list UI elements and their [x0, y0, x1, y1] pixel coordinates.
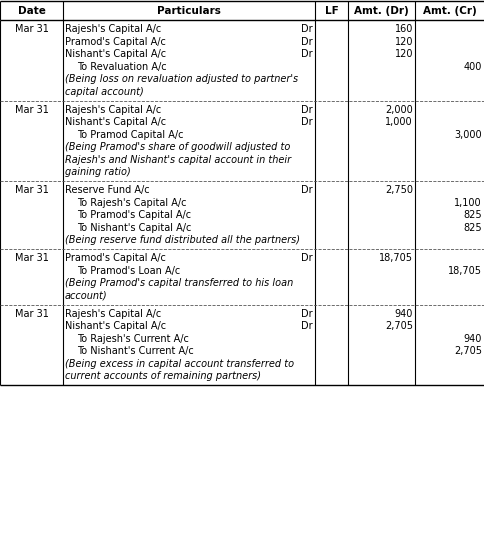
Text: LF: LF: [324, 5, 338, 16]
Text: Mar 31: Mar 31: [15, 309, 48, 319]
Text: (Being loss on revaluation adjusted to partner's: (Being loss on revaluation adjusted to p…: [65, 74, 298, 84]
Text: (Being Pramod's capital transferred to his loan: (Being Pramod's capital transferred to h…: [65, 278, 293, 288]
Text: (Being Pramod's share of goodwill adjusted to: (Being Pramod's share of goodwill adjust…: [65, 142, 290, 152]
Text: To Revaluation A/c: To Revaluation A/c: [77, 62, 166, 72]
Text: (Being excess in capital account transferred to: (Being excess in capital account transfe…: [65, 359, 293, 369]
Text: Pramod's Capital A/c: Pramod's Capital A/c: [65, 253, 166, 263]
Text: Mar 31: Mar 31: [15, 24, 48, 34]
Text: 825: 825: [462, 210, 481, 220]
Text: Nishant's Capital A/c: Nishant's Capital A/c: [65, 321, 166, 331]
Text: Rajesh's Capital A/c: Rajesh's Capital A/c: [65, 105, 161, 114]
Text: Nishant's Capital A/c: Nishant's Capital A/c: [65, 117, 166, 127]
Text: To Pramod's Capital A/c: To Pramod's Capital A/c: [77, 210, 191, 220]
Text: gaining ratio): gaining ratio): [65, 167, 131, 177]
Text: Particulars: Particulars: [157, 5, 221, 16]
Text: 18,705: 18,705: [447, 266, 481, 276]
Text: current accounts of remaining partners): current accounts of remaining partners): [65, 371, 260, 381]
Text: Amt. (Dr): Amt. (Dr): [353, 5, 408, 16]
Text: Dr: Dr: [301, 49, 312, 59]
Text: Mar 31: Mar 31: [15, 105, 48, 114]
Text: 825: 825: [462, 223, 481, 233]
Text: Dr: Dr: [301, 105, 312, 114]
Text: Amt. (Cr): Amt. (Cr): [422, 5, 476, 16]
Text: Reserve Fund A/c: Reserve Fund A/c: [65, 185, 150, 195]
Text: 2,705: 2,705: [453, 346, 481, 356]
Text: Rajesh's Capital A/c: Rajesh's Capital A/c: [65, 24, 161, 34]
Text: (Being reserve fund distributed all the partners): (Being reserve fund distributed all the …: [65, 235, 300, 245]
Text: 2,000: 2,000: [384, 105, 412, 114]
Text: 400: 400: [463, 62, 481, 72]
Text: Pramod's Capital A/c: Pramod's Capital A/c: [65, 37, 166, 47]
Text: 1,100: 1,100: [454, 198, 481, 208]
Text: account): account): [65, 291, 107, 301]
Text: Mar 31: Mar 31: [15, 185, 48, 195]
Text: 18,705: 18,705: [378, 253, 412, 263]
Text: 120: 120: [393, 49, 412, 59]
Text: capital account): capital account): [65, 87, 143, 97]
Text: Rajesh's and Nishant's capital account in their: Rajesh's and Nishant's capital account i…: [65, 155, 290, 165]
Text: 1,000: 1,000: [385, 117, 412, 127]
Text: Mar 31: Mar 31: [15, 253, 48, 263]
Text: Date: Date: [17, 5, 45, 16]
Text: Dr: Dr: [301, 37, 312, 47]
Text: Dr: Dr: [301, 24, 312, 34]
Text: 2,705: 2,705: [384, 321, 412, 331]
Text: 2,750: 2,750: [384, 185, 412, 195]
Text: 120: 120: [393, 37, 412, 47]
Text: To Nishant's Capital A/c: To Nishant's Capital A/c: [77, 223, 191, 233]
Text: To Nishant's Current A/c: To Nishant's Current A/c: [77, 346, 193, 356]
Text: Dr: Dr: [301, 185, 312, 195]
Text: To Rajesh's Current A/c: To Rajesh's Current A/c: [77, 334, 188, 344]
Text: To Rajesh's Capital A/c: To Rajesh's Capital A/c: [77, 198, 186, 208]
Text: Nishant's Capital A/c: Nishant's Capital A/c: [65, 49, 166, 59]
Text: Dr: Dr: [301, 321, 312, 331]
Text: Dr: Dr: [301, 253, 312, 263]
Text: To Pramod's Loan A/c: To Pramod's Loan A/c: [77, 266, 180, 276]
Text: To Pramod Capital A/c: To Pramod Capital A/c: [77, 130, 183, 140]
Text: Rajesh's Capital A/c: Rajesh's Capital A/c: [65, 309, 161, 319]
Text: 160: 160: [394, 24, 412, 34]
Text: Dr: Dr: [301, 309, 312, 319]
Text: 940: 940: [463, 334, 481, 344]
Text: 940: 940: [394, 309, 412, 319]
Text: 3,000: 3,000: [454, 130, 481, 140]
Text: Dr: Dr: [301, 117, 312, 127]
